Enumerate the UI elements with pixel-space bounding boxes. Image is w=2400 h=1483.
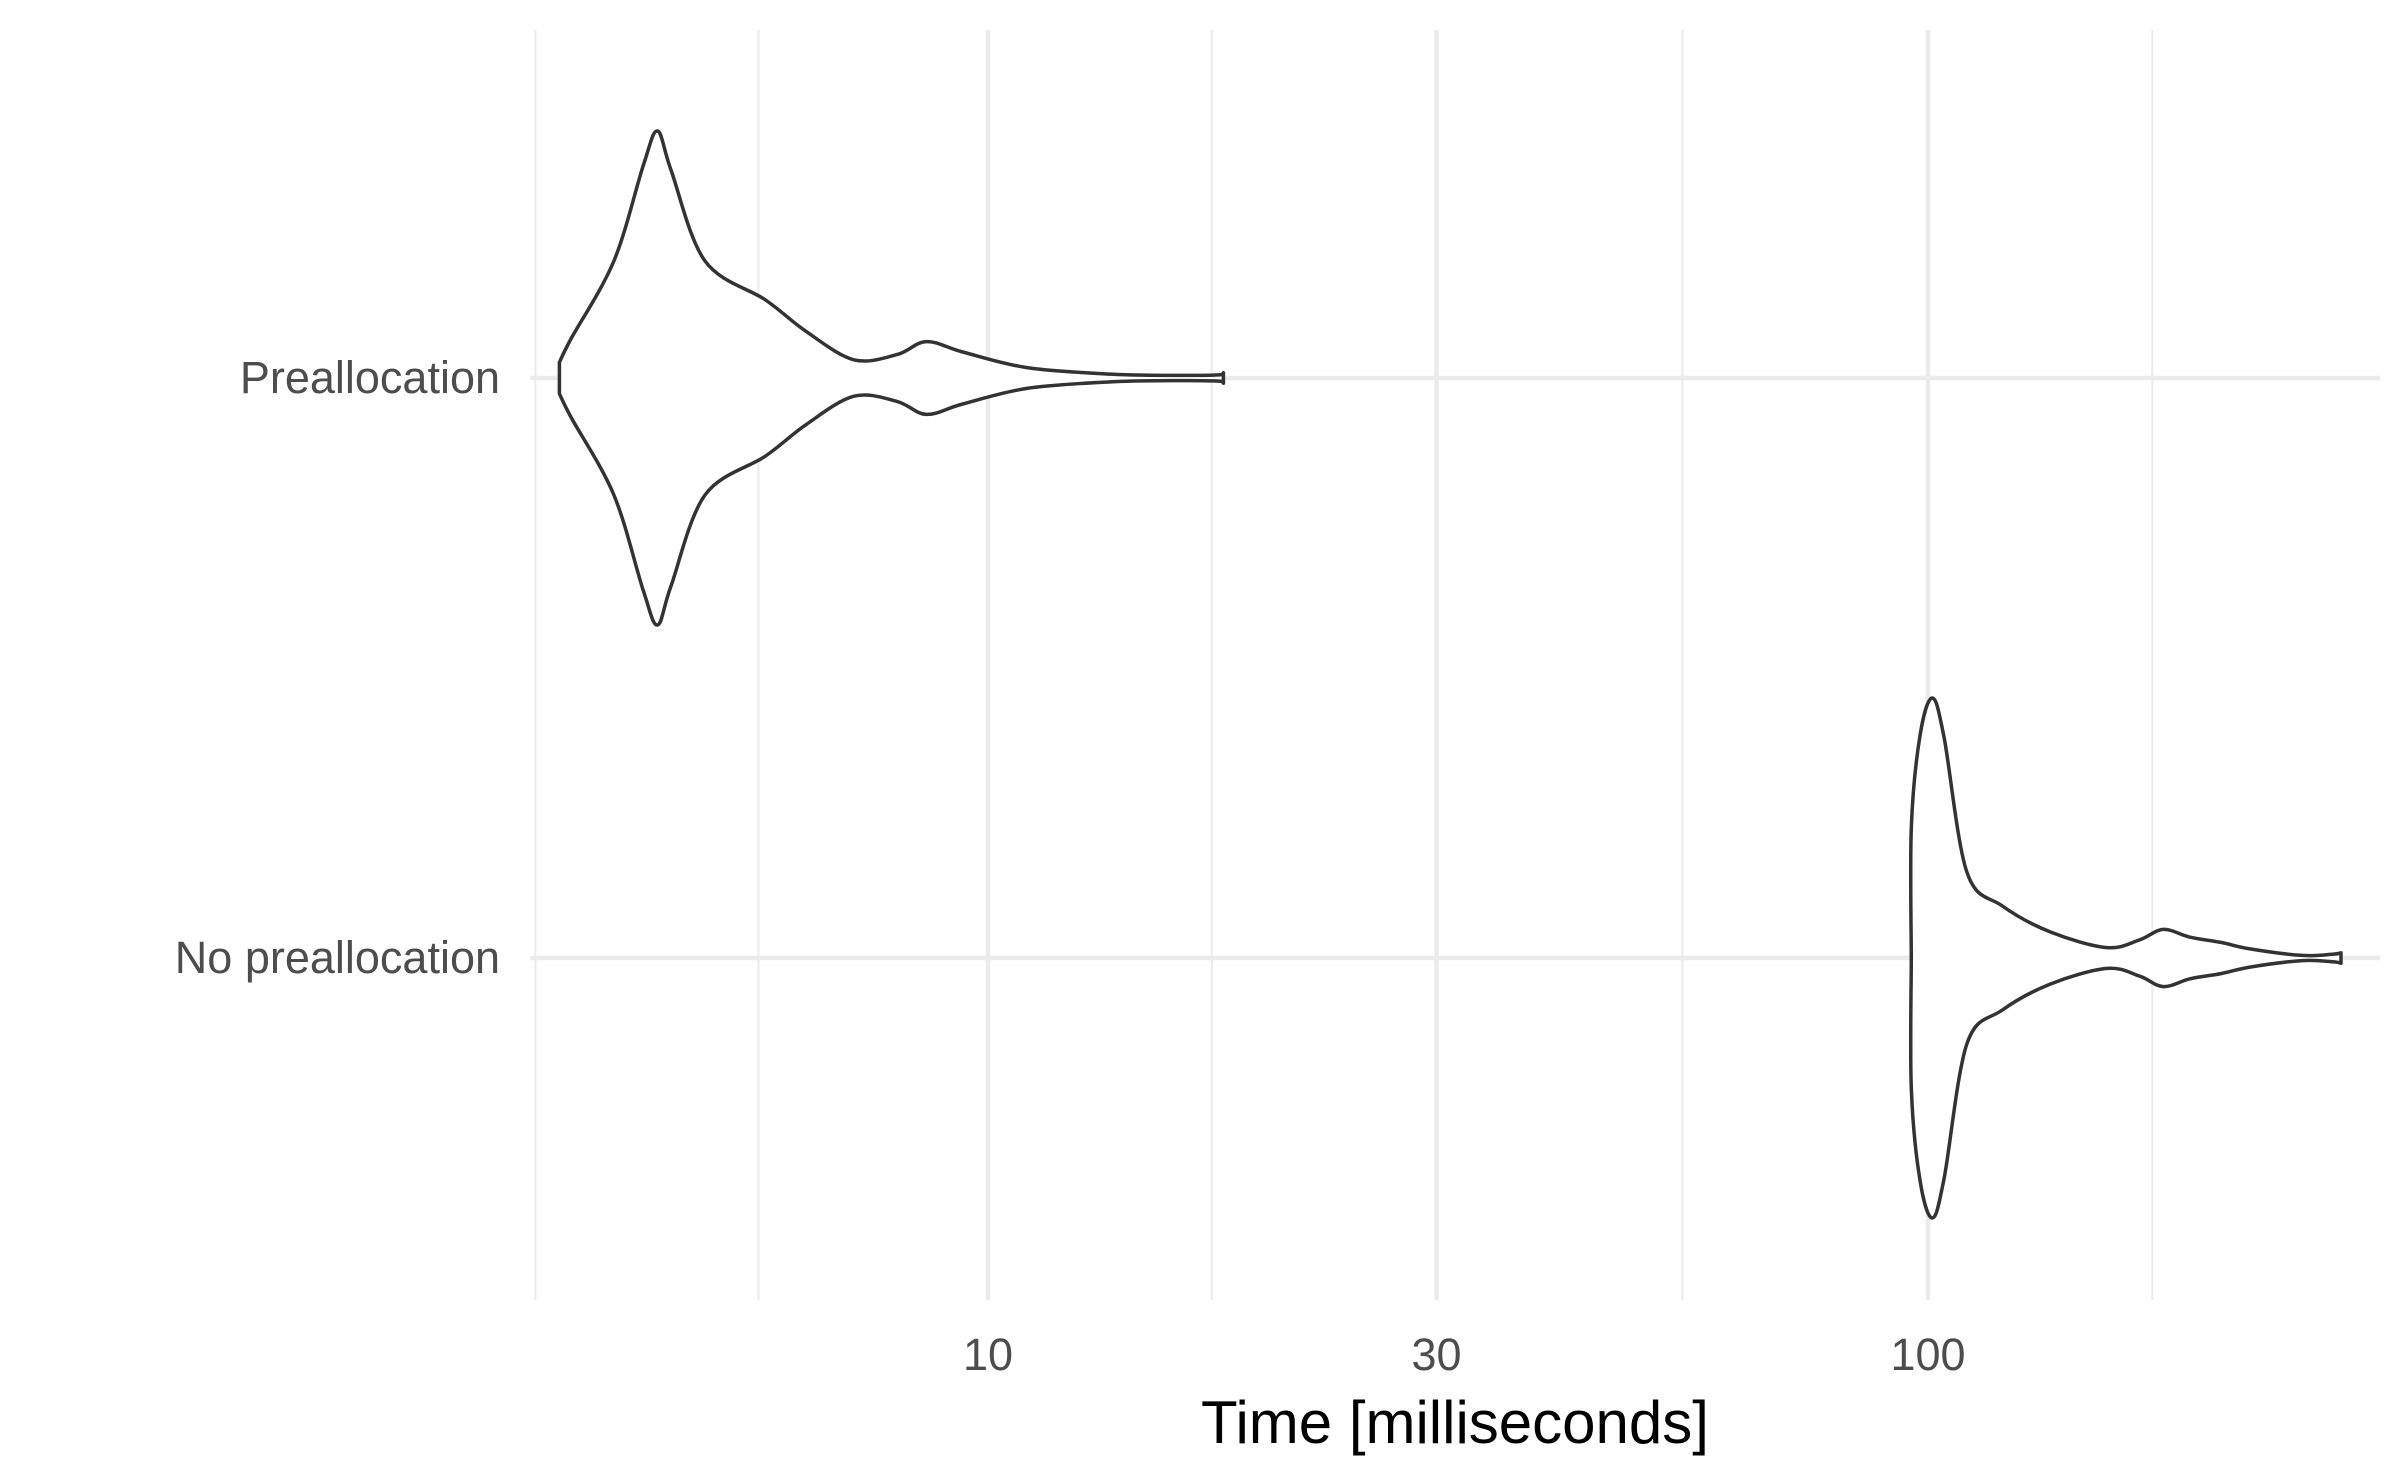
x-tick-label-10: 10	[963, 1329, 1013, 1380]
violin-layer	[557, 129, 2343, 1220]
major-gridlines-x	[985, 30, 1931, 1300]
x-axis-title: Time [milliseconds]	[1201, 1389, 1709, 1456]
minor-gridlines	[534, 30, 2154, 1300]
y-tick-label-no-preallocation: No preallocation	[175, 932, 500, 983]
y-axis-tick-labels: Preallocation No preallocation	[175, 352, 500, 983]
major-gridlines-y	[530, 375, 2380, 961]
x-axis-tick-labels: 10 30 100	[963, 1329, 1966, 1380]
violin-preallocation	[557, 129, 1226, 627]
x-tick-label-100: 100	[1890, 1329, 1965, 1380]
x-tick-label-30: 30	[1411, 1329, 1461, 1380]
violin-no-preallocation	[1908, 696, 2343, 1220]
y-tick-label-preallocation: Preallocation	[240, 352, 500, 403]
